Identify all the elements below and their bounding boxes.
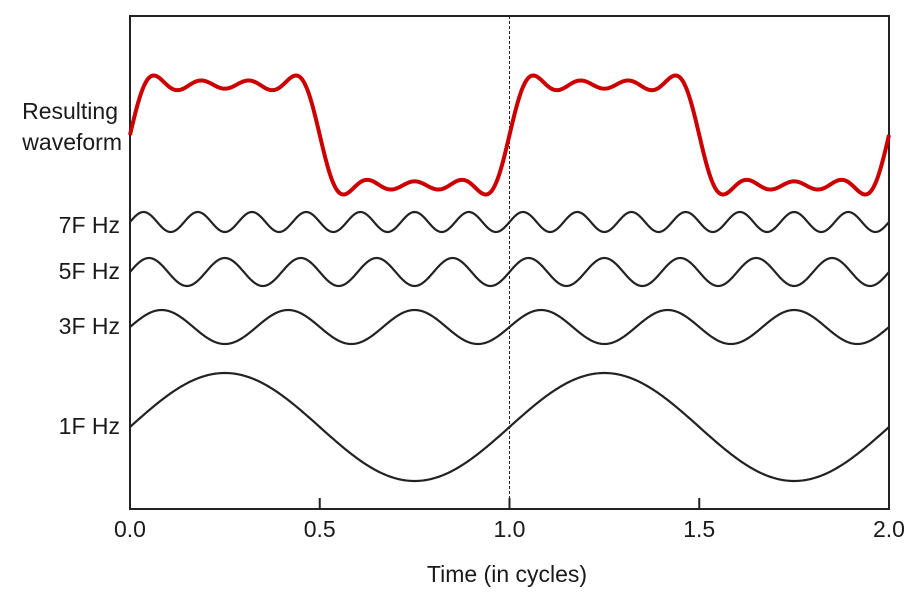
label-resulting-line1: Resulting (22, 98, 118, 124)
series-line-1f-hz (129, 371, 890, 483)
label-5f-hz: 5F Hz (59, 258, 120, 284)
series-line-7f-hz (129, 210, 890, 234)
x-axis-label: Time (in cycles) (427, 561, 587, 587)
x-tick-label: 1.0 (494, 516, 526, 542)
x-tick-label: 0.0 (114, 516, 146, 542)
series-labels: Resulting waveform 7F Hz 5F Hz 3F Hz 1F … (21, 98, 122, 439)
x-tick-layer: 0.0 0.5 1.0 1.5 2.0 (114, 498, 905, 542)
x-tick-label: 1.5 (683, 516, 715, 542)
label-1f-hz: 1F Hz (59, 413, 120, 439)
label-7f-hz: 7F Hz (59, 212, 120, 238)
plot-area (128, 15, 891, 510)
label-resulting-line2: waveform (21, 129, 122, 155)
series-line-3f-hz (129, 308, 890, 346)
x-tick-label: 0.5 (304, 516, 336, 542)
series-line-resulting-waveform (128, 73, 891, 197)
series-layer (128, 73, 891, 483)
label-3f-hz: 3F Hz (59, 313, 120, 339)
series-line-5f-hz (129, 256, 890, 288)
x-tick-label: 2.0 (873, 516, 905, 542)
x-axis: 0.0 0.5 1.0 1.5 2.0 Time (in cycles) (114, 498, 905, 587)
